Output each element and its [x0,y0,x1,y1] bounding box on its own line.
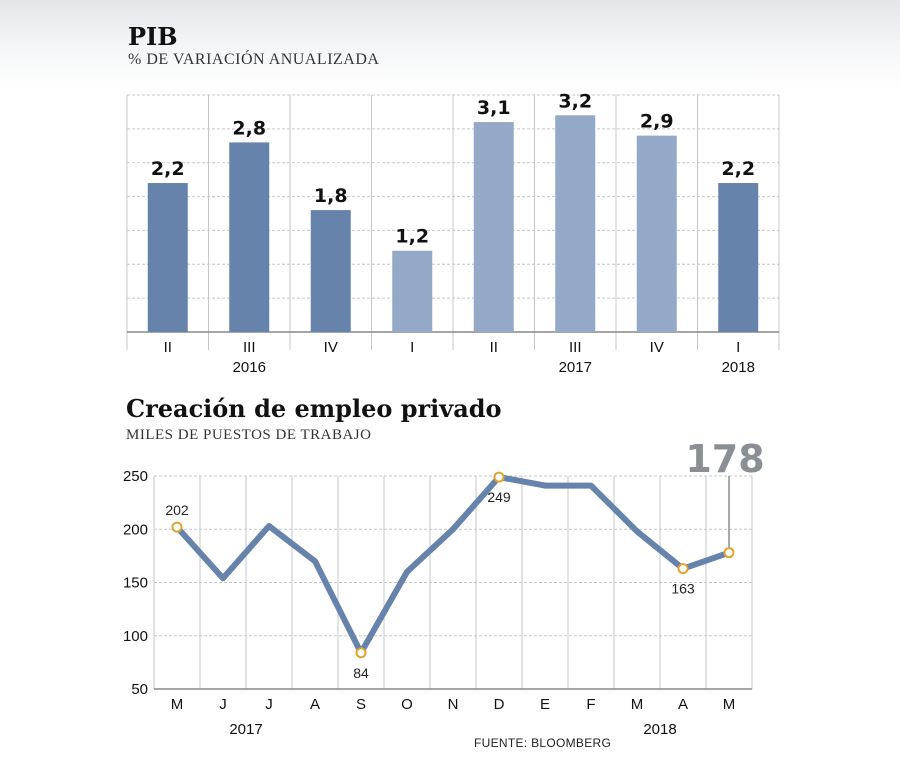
bar [718,183,759,332]
bar [229,142,270,332]
x-tick-label: D [494,696,505,713]
year-label: 2017 [559,359,592,376]
data-point-marker [493,471,505,483]
x-tick-label: II [164,339,172,356]
point-value-label: 249 [487,489,511,505]
bar-value-label: 2,2 [721,158,755,180]
x-tick-label: E [540,696,550,713]
y-tick-label: 50 [131,681,148,698]
x-tick-label: F [586,696,595,713]
bar-value-label: 2,9 [640,111,674,133]
bar-value-label: 2,8 [232,117,266,139]
x-tick-label: II [490,339,498,356]
x-tick-label: M [631,696,644,713]
data-point-marker [723,547,735,559]
bar [310,210,351,332]
x-tick-label: I [736,339,740,356]
bar-chart-subtitle: % DE VARIACIÓN ANUALIZADA [128,51,380,68]
y-tick-label: 100 [123,628,148,645]
line-chart-title: Creación de empleo privado [126,394,502,423]
y-tick-label: 250 [123,468,148,485]
point-value-label: 163 [671,581,695,597]
gdp-bar-chart: 2,2 II 2,8 III 1,8 IV 1,2 I 3,1 II 3,2 III 2,9 IV 2,2 I… [126,90,780,376]
bar [147,183,188,332]
y-tick-label: 200 [123,521,148,538]
bar-chart-title: PIB [128,22,178,51]
bar [636,135,677,332]
bar [392,250,433,332]
bar [555,115,596,332]
line-chart-subtitle: MILES DE PUESTOS DE TRABAJO [126,427,372,443]
source-note: FUENTE: BLOOMBERG [474,736,612,750]
point-value-label: 202 [165,502,189,518]
bar-value-label: 3,1 [477,97,511,119]
bar-value-label: 1,2 [395,226,429,248]
bar [473,122,514,332]
x-tick-label: III [243,339,256,356]
year-label: 2018 [643,721,676,738]
x-tick-label: A [310,696,320,713]
x-tick-label: IV [324,339,338,356]
bar-value-label: 1,8 [314,185,348,207]
x-tick-label: M [723,696,736,713]
x-tick-label: S [356,696,366,713]
x-tick-label: I [410,339,414,356]
data-point-marker [355,647,367,659]
point-value-label: 84 [353,665,369,681]
year-label: 2018 [722,359,755,376]
x-tick-label: J [265,696,273,713]
x-tick-label: A [678,696,688,713]
x-tick-label: J [219,696,227,713]
data-point-marker [677,563,689,575]
x-tick-label: N [448,696,459,713]
x-tick-label: M [171,696,184,713]
y-tick-label: 150 [123,575,148,592]
data-point-marker [171,521,183,533]
highlight-value-label: 178 [685,437,764,481]
x-tick-label: O [401,696,413,713]
bar-value-label: 2,2 [151,158,185,180]
x-tick-label: IV [650,339,664,356]
year-label: 2016 [233,359,266,376]
bar-value-label: 3,2 [558,90,592,112]
x-tick-label: III [569,339,582,356]
series-line [174,474,732,656]
year-label: 2017 [229,721,262,738]
